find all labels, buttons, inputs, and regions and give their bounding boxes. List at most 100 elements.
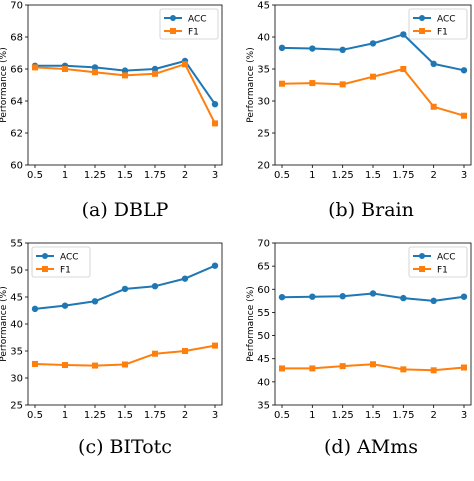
- y-axis-title: Performance (%): [0, 47, 9, 122]
- data-point-acc: [121, 285, 129, 293]
- y-tick-label: 66: [10, 65, 23, 76]
- legend-marker-acc: [419, 15, 425, 21]
- x-tick-label: 1: [62, 170, 68, 181]
- y-tick-label: 25: [10, 401, 23, 412]
- x-tick-label: 0.5: [27, 410, 43, 421]
- data-point-acc: [309, 293, 316, 300]
- y-tick-label: 55: [257, 308, 270, 319]
- data-point-acc: [430, 297, 437, 305]
- x-tick-label: 1.25: [84, 170, 106, 181]
- legend-label: ACC: [60, 253, 79, 263]
- data-point-f1: [152, 350, 158, 357]
- y-tick-label: 60: [257, 285, 270, 296]
- x-tick-label: 3: [212, 170, 218, 181]
- data-point-acc: [121, 67, 129, 74]
- x-tick-label: 1.5: [365, 410, 381, 421]
- y-tick-label: 50: [10, 266, 23, 277]
- x-tick-label: 1: [309, 410, 315, 421]
- data-point-f1: [212, 342, 218, 349]
- x-tick-label: 1.75: [144, 170, 166, 181]
- data-point-acc: [211, 101, 219, 108]
- x-tick-label: 2: [430, 410, 436, 421]
- x-tick-label: 3: [461, 410, 467, 421]
- y-tick-label: 45: [257, 354, 270, 365]
- legend-label: F1: [188, 28, 199, 38]
- data-point-f1: [122, 361, 128, 368]
- y-tick-label: 35: [257, 65, 270, 76]
- data-point-acc: [339, 46, 346, 53]
- chart-caption: (d) AMms: [324, 436, 418, 458]
- data-point-acc: [339, 293, 346, 300]
- data-point-f1: [339, 363, 346, 370]
- data-point-acc: [61, 302, 69, 309]
- data-point-f1: [400, 366, 407, 373]
- series-line-acc: [281, 33, 465, 72]
- data-point-f1: [279, 80, 285, 87]
- legend-label: ACC: [437, 15, 456, 25]
- y-tick-label: 40: [10, 320, 23, 331]
- legend-label: F1: [60, 266, 71, 276]
- x-tick-label: 1.25: [332, 410, 354, 421]
- legend: ACC F1: [159, 8, 219, 40]
- chart-caption: (a) DBLP: [82, 199, 169, 221]
- x-tick-label: 0.5: [274, 410, 290, 421]
- legend: ACC F1: [31, 246, 91, 278]
- x-tick-label: 1: [309, 170, 315, 181]
- data-point-f1: [182, 61, 188, 68]
- data-point-f1: [152, 70, 158, 77]
- legend-marker-f1: [419, 28, 425, 34]
- data-point-f1: [339, 81, 346, 88]
- data-point-acc: [31, 305, 39, 313]
- legend-label: ACC: [437, 253, 456, 263]
- y-tick-label: 55: [10, 239, 23, 250]
- data-point-acc: [278, 293, 286, 301]
- legend-marker-f1: [42, 266, 48, 272]
- x-tick-label: 0.5: [274, 170, 290, 181]
- data-point-f1: [370, 73, 376, 80]
- y-tick-label: 35: [257, 401, 270, 412]
- legend-marker-f1: [170, 28, 176, 34]
- legend-label: F1: [437, 28, 448, 38]
- y-axis-title: Performance (%): [0, 286, 9, 361]
- chart-caption: (b) Brain: [328, 199, 414, 221]
- data-point-f1: [92, 362, 98, 369]
- legend: ACC F1: [408, 8, 468, 40]
- legend-marker-acc: [170, 15, 176, 21]
- data-point-f1: [32, 360, 38, 367]
- x-tick-label: 2: [182, 410, 188, 421]
- y-tick-label: 25: [257, 129, 270, 140]
- data-point-acc: [211, 262, 219, 269]
- chart-panel-3: 25 30 35 40 45 50 55 0.5 1 1.25 1.5 1.75 2 3 Performan…: [0, 239, 223, 421]
- data-point-f1: [430, 367, 437, 374]
- data-point-f1: [279, 365, 285, 372]
- data-point-f1: [62, 362, 68, 369]
- x-tick-label: 1.25: [84, 410, 106, 421]
- chart-panel-4: 35 40 45 50 55 60 65 70 0.5 1 1.25 1.5 1.75 2 3 Perform…: [246, 239, 472, 421]
- legend-label: ACC: [188, 15, 207, 25]
- legend-marker-acc: [419, 253, 425, 259]
- x-tick-label: 3: [461, 170, 467, 181]
- y-tick-label: 70: [10, 1, 23, 12]
- legend-marker-f1: [419, 266, 425, 272]
- y-tick-label: 30: [257, 97, 270, 108]
- data-point-f1: [309, 365, 316, 372]
- x-tick-label: 1.25: [332, 170, 354, 181]
- x-tick-label: 3: [212, 410, 218, 421]
- data-point-acc: [278, 44, 286, 52]
- y-tick-label: 45: [10, 293, 23, 304]
- y-tick-label: 45: [257, 1, 270, 12]
- data-point-acc: [460, 293, 468, 300]
- data-point-acc: [400, 31, 407, 38]
- x-tick-label: 1.5: [117, 410, 133, 421]
- data-point-acc: [369, 290, 377, 297]
- y-tick-label: 50: [257, 331, 270, 342]
- y-tick-label: 65: [257, 262, 270, 273]
- data-point-f1: [370, 361, 376, 368]
- data-point-f1: [182, 348, 188, 354]
- x-tick-label: 1.75: [144, 410, 166, 421]
- x-tick-label: 1.75: [392, 170, 414, 181]
- x-tick-label: 2: [182, 170, 188, 181]
- data-point-acc: [430, 60, 437, 68]
- y-tick-label: 60: [10, 161, 23, 172]
